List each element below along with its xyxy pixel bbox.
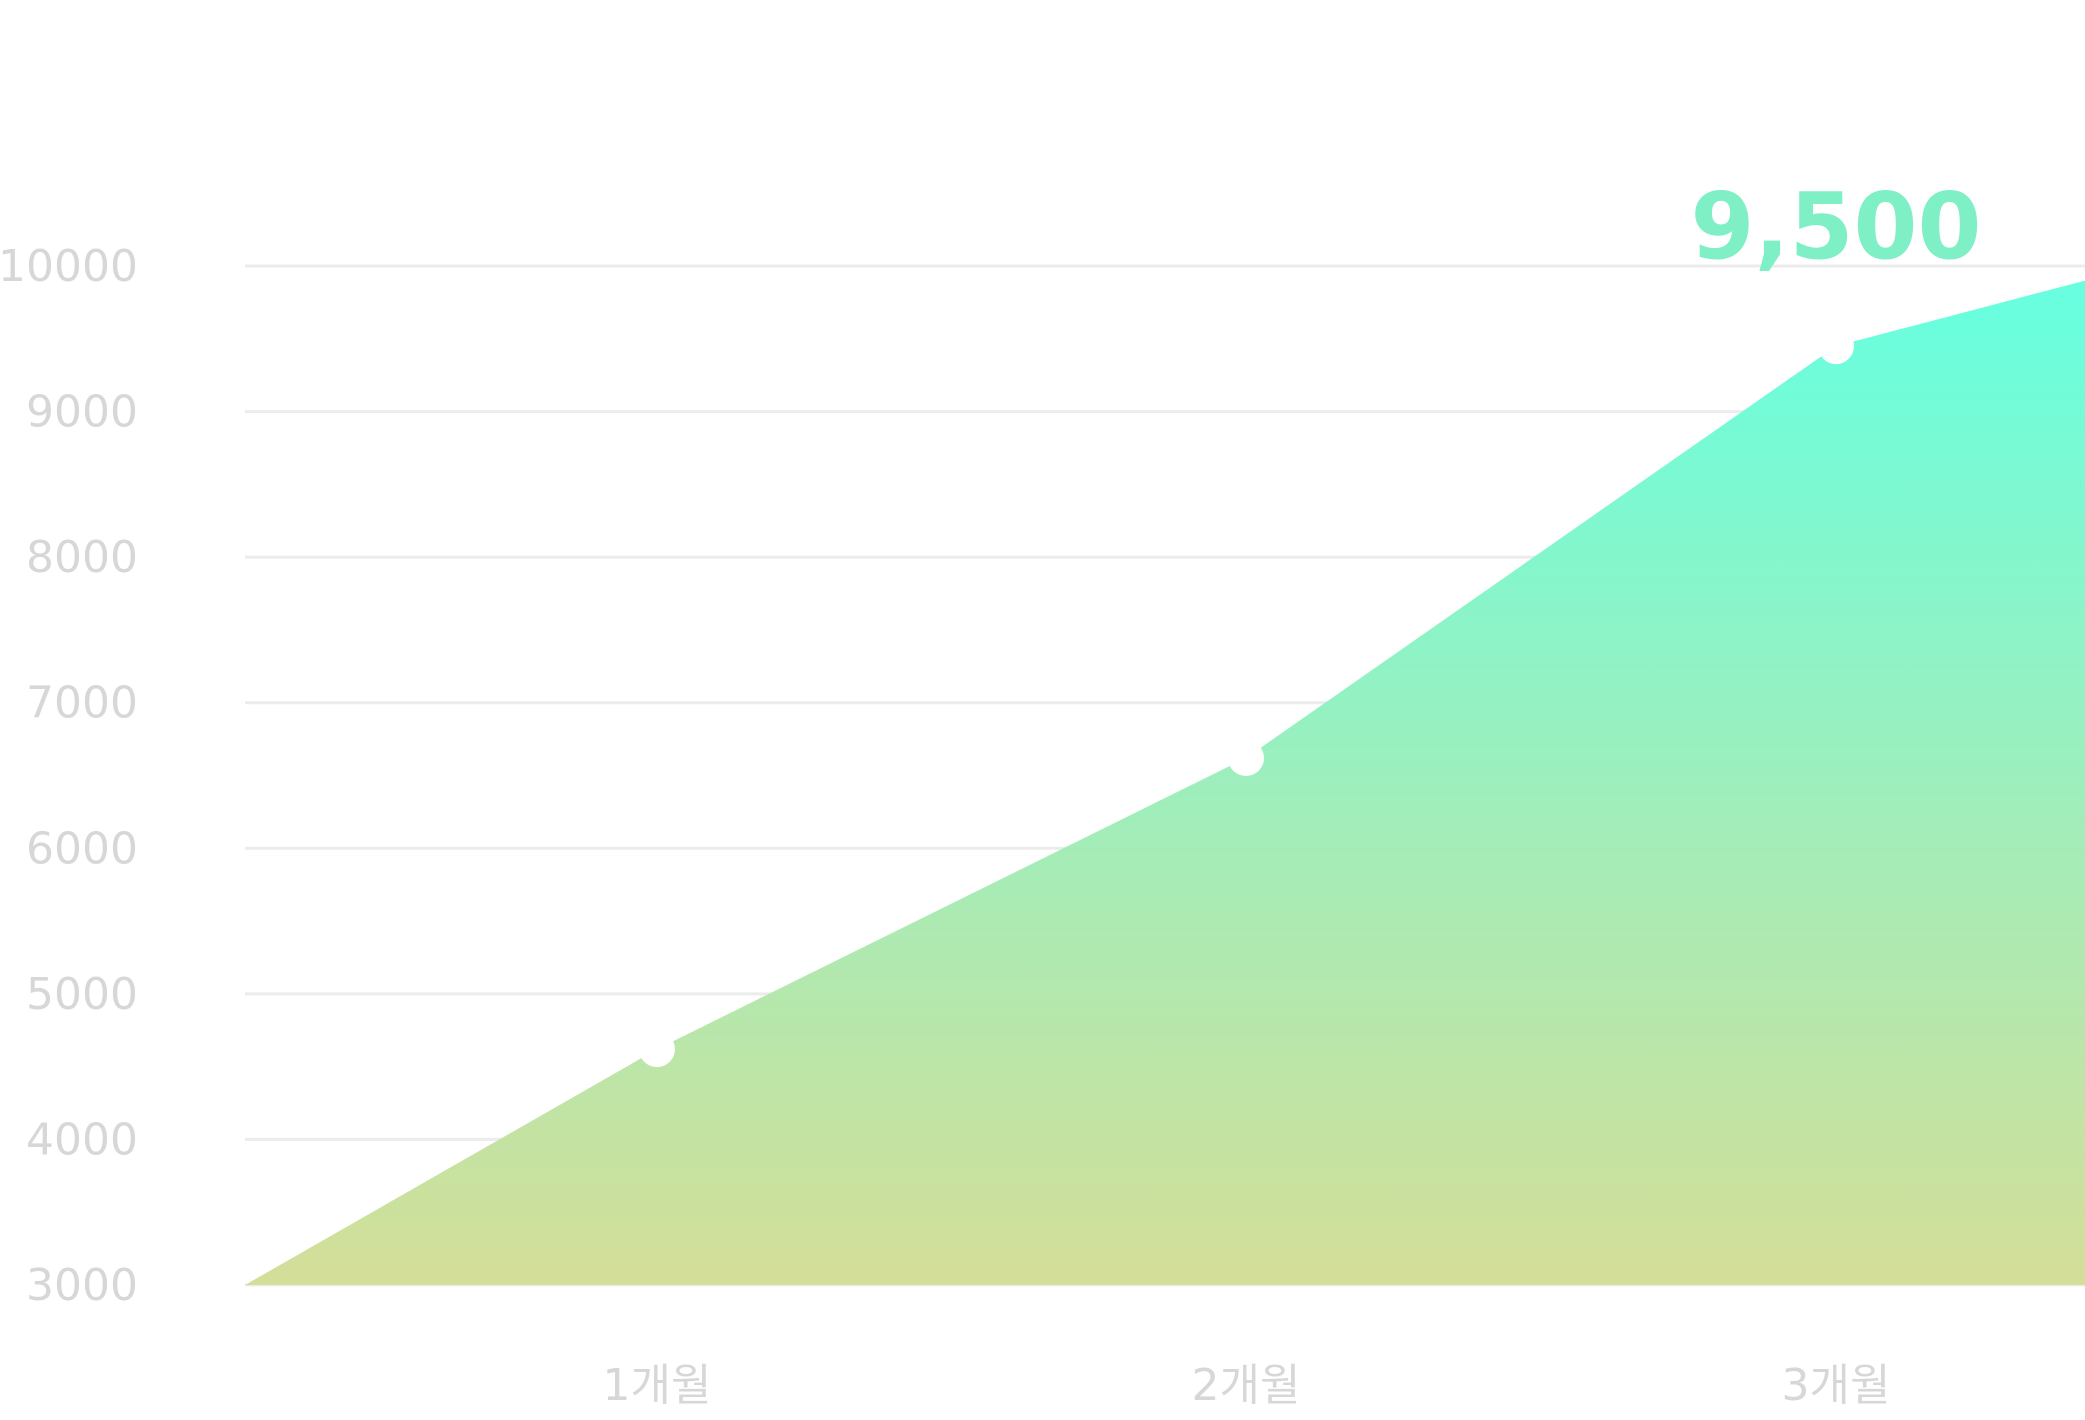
x-tick-label: 2개월 <box>1192 1360 1301 1411</box>
data-point-marker <box>1818 328 1854 365</box>
y-tick-label: 9000 <box>26 387 138 438</box>
data-point-marker <box>639 1031 675 1068</box>
x-axis-ticks: 1개월 2개월 3개월 <box>603 1360 1891 1411</box>
data-point-marker <box>1228 740 1264 777</box>
area-fill <box>245 280 2085 1286</box>
area-series <box>245 280 2085 1286</box>
y-tick-label: 5000 <box>26 969 138 1020</box>
y-tick-label: 6000 <box>26 823 138 874</box>
x-tick-label: 1개월 <box>603 1360 712 1411</box>
data-labels: 9,500 <box>1690 173 1981 280</box>
data-label: 9,500 <box>1690 173 1981 280</box>
x-tick-label: 3개월 <box>1782 1360 1891 1411</box>
y-tick-label: 7000 <box>26 678 138 729</box>
y-tick-label: 3000 <box>26 1260 138 1311</box>
y-tick-label: 4000 <box>26 1114 138 1165</box>
y-axis-ticks: 10000 9000 8000 7000 6000 5000 4000 3000 <box>0 241 138 1311</box>
y-tick-label: 8000 <box>26 532 138 583</box>
data-markers <box>639 328 1854 1068</box>
y-tick-label: 10000 <box>0 241 138 292</box>
